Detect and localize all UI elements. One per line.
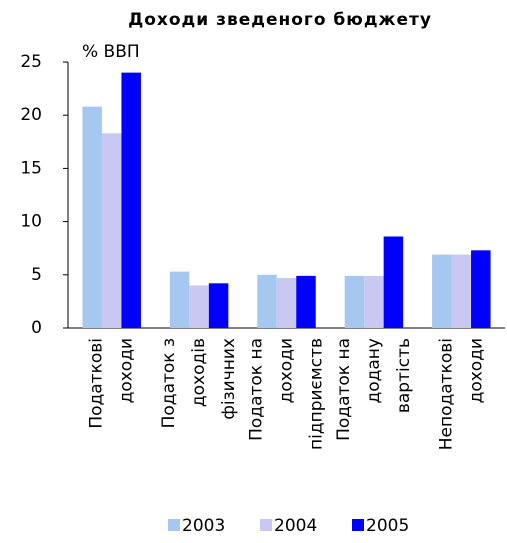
y-axis-label: % ВВП: [82, 42, 140, 62]
x-tick-label: вартість: [394, 338, 414, 413]
bar: [169, 271, 190, 328]
legend-label: 2004: [274, 516, 317, 536]
legend-label: 2003: [182, 516, 225, 536]
bar: [121, 72, 141, 328]
bar: [432, 254, 452, 328]
x-tick-label: Неподаткові: [436, 338, 456, 450]
x-tick-label: додану: [364, 338, 384, 404]
y-tick-label: 0: [31, 318, 42, 338]
bar: [451, 254, 472, 328]
x-tick-label: доходів: [189, 338, 209, 407]
x-tick-label: Податок на: [334, 338, 354, 441]
y-tick-label: 15: [20, 158, 42, 178]
legend-swatch: [168, 519, 180, 531]
bar: [383, 236, 404, 328]
bar: [344, 275, 365, 328]
x-tick-label: фізичних: [219, 338, 239, 420]
x-tick-label: підприємств: [307, 338, 327, 450]
legend-swatch: [260, 519, 272, 531]
bar: [296, 275, 316, 328]
bar: [257, 274, 277, 328]
x-tick-label: Податок з: [159, 338, 179, 428]
chart-title: Доходи зведеного бюджету: [128, 10, 432, 30]
bar: [276, 277, 297, 328]
x-tick-label: доходи: [117, 338, 137, 403]
bar: [82, 106, 102, 328]
x-tick-label: доходи: [277, 338, 297, 403]
legend-swatch: [352, 519, 364, 531]
y-tick-label: 5: [31, 265, 42, 285]
bar: [101, 133, 122, 328]
y-tick-label: 10: [20, 212, 42, 232]
x-tick-label: доходи: [466, 338, 486, 403]
bar: [208, 283, 229, 328]
bar: [471, 250, 491, 328]
bar: [364, 275, 384, 328]
y-tick-label: 20: [20, 105, 42, 125]
bar: [189, 285, 209, 328]
x-tick-label: Податкові: [87, 338, 107, 429]
y-tick-label: 25: [20, 52, 42, 72]
legend-label: 2005: [366, 516, 409, 536]
x-tick-label: Податок на: [247, 338, 267, 441]
